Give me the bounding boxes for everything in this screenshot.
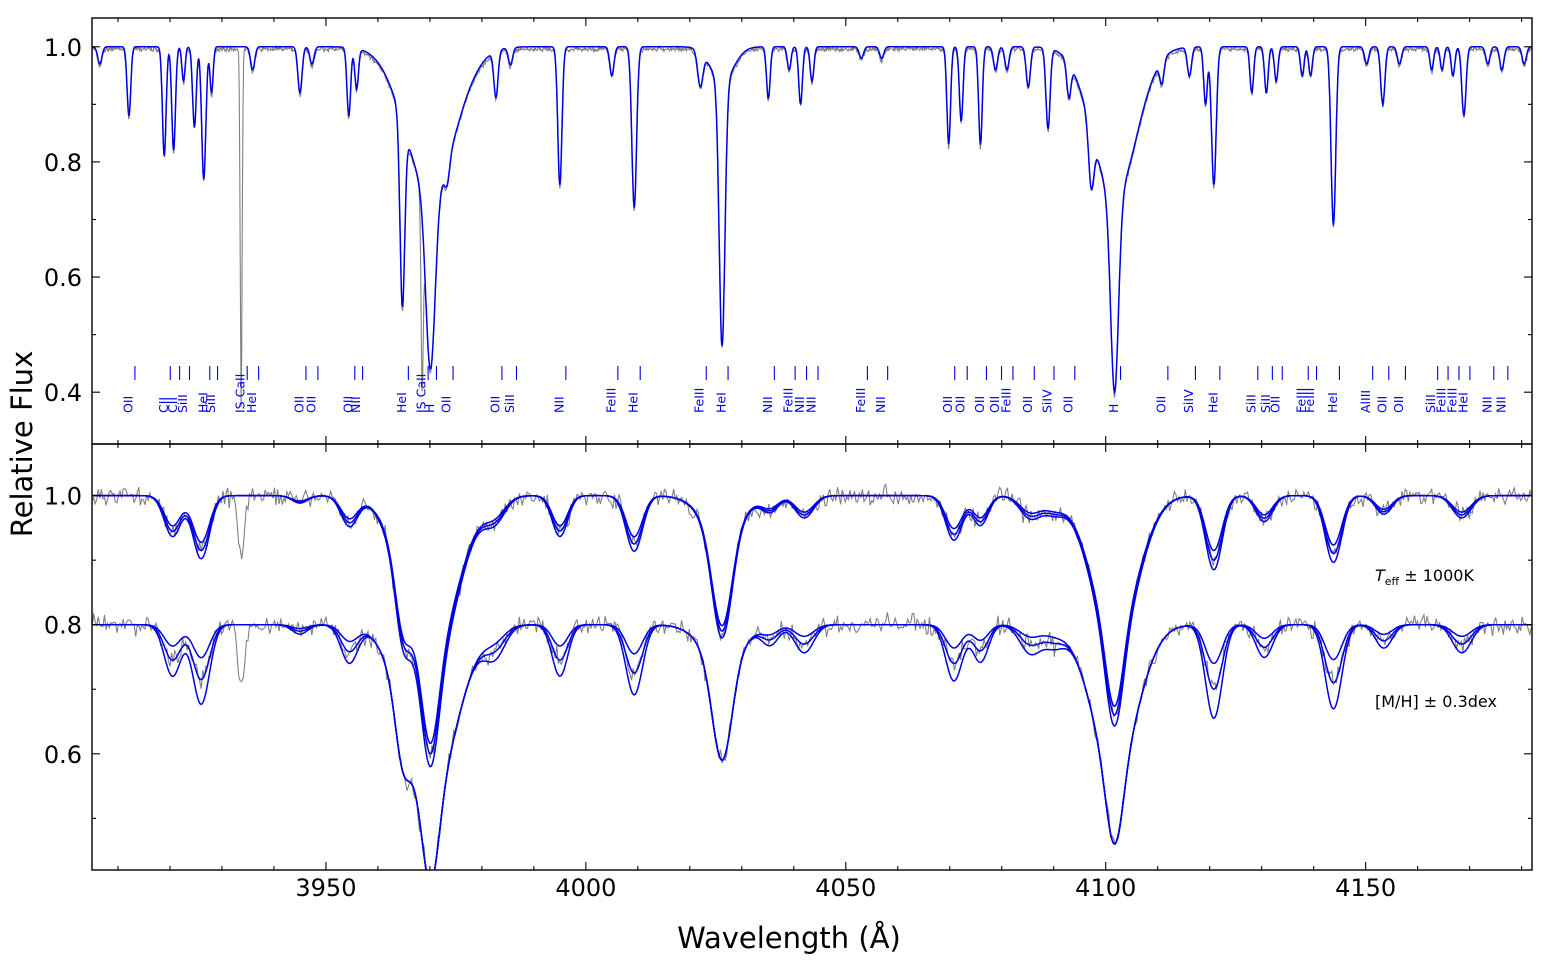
line-id-label: OII	[291, 396, 306, 413]
line-id-label: SiIV	[1181, 389, 1196, 413]
x-tick-label: 4150	[1335, 874, 1396, 902]
x-axis-title: Wavelength (Å)	[677, 921, 901, 955]
model-curve-teff-2	[92, 494, 1532, 768]
line-id-label: OII	[487, 396, 502, 413]
x-tick-label: 3950	[295, 874, 356, 902]
line-id-label: H	[422, 404, 437, 413]
model-curve-mh-0	[92, 623, 1532, 870]
line-id-label: OII	[1060, 396, 1075, 413]
model-curve-mh-2	[92, 623, 1532, 870]
line-id-label: SiII	[1423, 394, 1438, 413]
line-id-label: FeIII	[781, 388, 796, 413]
line-id-label: SiII	[203, 394, 218, 413]
line-id-label: FeIII	[692, 388, 707, 413]
mh-annotation-base: [M/H]	[1375, 692, 1419, 711]
bottom-model-spectra	[92, 494, 1532, 870]
line-id-label: CII	[165, 397, 180, 413]
line-id-label: OII	[1020, 396, 1035, 413]
line-id-label: OII	[1374, 396, 1389, 413]
teff-annotation-base: T	[1375, 566, 1386, 585]
line-id-label: FeIII	[1294, 388, 1309, 413]
line-id-label: OII	[1153, 396, 1168, 413]
model-curve-teff-1	[92, 494, 1532, 755]
line-id-label: NII	[760, 396, 775, 413]
line-id-label: OII	[303, 396, 318, 413]
y-tick-label: 0.8	[44, 612, 82, 640]
top-model-spectrum	[92, 46, 1532, 395]
y-axis-title: Relative Flux	[5, 351, 39, 537]
line-id-label: AlIII	[1358, 390, 1373, 413]
line-id-label: OII	[439, 396, 454, 413]
line-id-label: IS CaII	[233, 374, 248, 413]
line-id-label: IS CaII	[414, 374, 429, 413]
line-id-label: OII	[1391, 396, 1406, 413]
line-id-label: NII	[873, 396, 888, 413]
line-id-label: SiII	[175, 394, 190, 413]
model-curve-teff-0	[92, 494, 1532, 745]
line-id-label: HeI	[394, 392, 409, 413]
observed-spectrum-mh	[92, 612, 1532, 870]
line-id-label: HeI	[195, 392, 210, 413]
line-id-label: H	[1106, 404, 1121, 413]
bottom-axes-frame	[91, 443, 1533, 871]
line-id-label: SiII	[1243, 394, 1258, 413]
model-spectrum-line	[92, 46, 1532, 395]
line-id-label: NII	[551, 396, 566, 413]
bottom-panel-ticks: 3950 4000 4050 4100 4150 0.6 0.8 1.0	[44, 444, 1532, 902]
line-id-label: HeI	[626, 392, 641, 413]
line-id-label: FeIII	[1445, 388, 1460, 413]
line-id-label: OII	[940, 396, 955, 413]
teff-annotation: Teff ± 1000K	[1375, 566, 1474, 588]
mh-annotation-rest: ± 0.3dex	[1419, 692, 1497, 711]
line-id-label: FeIII	[998, 388, 1013, 413]
line-id-label: HeI	[1455, 392, 1470, 413]
line-id-label: FeIII	[1302, 388, 1317, 413]
line-id-label: OII	[987, 396, 1002, 413]
line-id-label: HeI	[714, 392, 729, 413]
line-id-label: HeI	[1325, 392, 1340, 413]
y-tick-label: 1.0	[44, 34, 82, 62]
bottom-panel: 3950 4000 4050 4100 4150 0.6 0.8 1.0 Teff ± 100…	[44, 443, 1533, 902]
mh-annotation: [M/H] ± 0.3dex	[1375, 692, 1497, 711]
top-panel-ticks: 0.4 0.6 0.8 1.0	[44, 18, 1532, 444]
teff-annotation-sub: eff	[1385, 575, 1400, 588]
y-tick-label: 1.0	[44, 483, 82, 511]
line-id-label: OII	[953, 396, 968, 413]
line-id-label: NII	[804, 396, 819, 413]
x-tick-label: 4100	[1075, 874, 1136, 902]
line-id-label: HeI	[1205, 392, 1220, 413]
y-tick-label: 0.8	[44, 149, 82, 177]
line-id-label: SiII	[502, 394, 517, 413]
y-tick-label: 0.4	[44, 379, 82, 407]
x-tick-label: 4000	[555, 874, 616, 902]
teff-annotation-rest: ± 1000K	[1399, 566, 1474, 585]
observed-spectrum-line	[92, 44, 1532, 407]
y-tick-label: 0.6	[44, 741, 82, 769]
line-id-label: FeIII	[853, 388, 868, 413]
model-curve-mh-1	[92, 623, 1532, 870]
line-id-label: OII	[972, 396, 987, 413]
line-id-label: OII	[340, 396, 355, 413]
line-id-label: FeIII	[603, 388, 618, 413]
line-id-label: NII	[792, 396, 807, 413]
line-id-label: FeIII	[1434, 388, 1449, 413]
line-id-label: CII	[156, 397, 171, 413]
y-tick-label: 0.6	[44, 264, 82, 292]
line-id-label: NII	[1493, 396, 1508, 413]
line-id-label: NII	[1479, 396, 1494, 413]
line-id-label: NII	[348, 396, 363, 413]
observed-spectrum-teff	[92, 483, 1532, 759]
line-id-label: HeI	[244, 392, 259, 413]
line-id-label: SiIV	[1040, 389, 1055, 413]
line-id-label: SiII	[1258, 394, 1273, 413]
x-tick-label: 4050	[815, 874, 876, 902]
line-id-label: OII	[120, 396, 135, 413]
line-id-label: OII	[1268, 396, 1283, 413]
bottom-observed-spectra	[92, 483, 1532, 870]
top-observed-spectrum	[92, 44, 1532, 407]
